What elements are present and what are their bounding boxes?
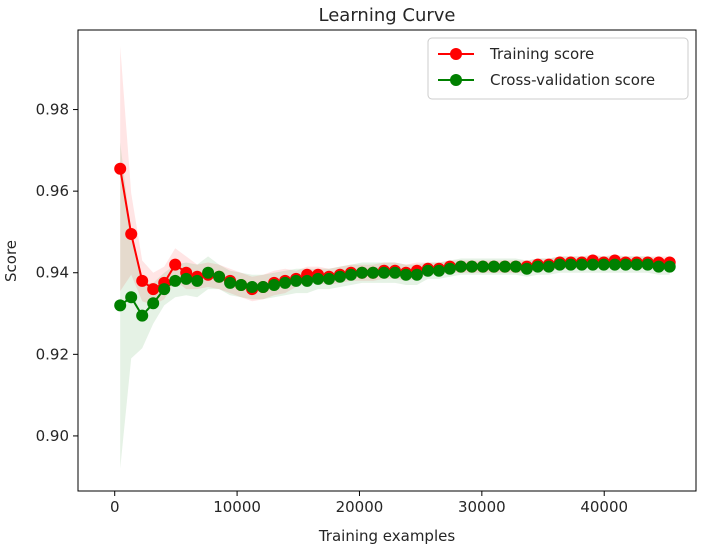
- cv-point: [312, 272, 324, 285]
- training-point: [169, 258, 182, 271]
- y-tick-label: 0.96: [36, 182, 69, 200]
- cv-point: [389, 266, 401, 279]
- y-tick-label: 0.98: [36, 101, 69, 119]
- cv-point: [476, 260, 489, 273]
- legend-cv-label: Cross-validation score: [490, 71, 655, 89]
- cv-point: [125, 291, 138, 304]
- x-tick-label: 30000: [458, 498, 506, 516]
- cv-point: [509, 260, 522, 273]
- cv-point: [520, 262, 533, 275]
- y-tick-label: 0.90: [36, 427, 69, 445]
- cv-point: [575, 258, 588, 271]
- cv-point: [246, 281, 259, 293]
- cv-point: [421, 264, 434, 277]
- cv-point: [608, 258, 621, 271]
- cv-point: [487, 260, 500, 273]
- cv-point: [114, 299, 127, 312]
- cv-point: [367, 266, 379, 279]
- cv-point: [465, 260, 478, 273]
- x-axis: 0 10000 20000 30000 40000: [110, 491, 628, 516]
- cv-point: [542, 260, 555, 273]
- cv-point: [180, 272, 193, 285]
- legend-training-marker: [450, 48, 462, 60]
- cv-point: [257, 281, 270, 293]
- cv-point: [564, 258, 577, 271]
- cv-point: [334, 270, 346, 283]
- cv-point: [235, 279, 248, 291]
- x-tick-label: 40000: [580, 498, 628, 516]
- cv-point: [454, 260, 467, 273]
- cv-point: [191, 274, 204, 287]
- y-tick-label: 0.94: [36, 264, 69, 282]
- cv-point: [586, 258, 599, 271]
- cv-point: [169, 274, 182, 287]
- x-tick-label: 20000: [336, 498, 384, 516]
- cv-point: [597, 258, 610, 271]
- x-tick-label: 10000: [213, 498, 261, 516]
- series-points: [114, 162, 676, 322]
- cv-point: [323, 272, 335, 285]
- training-point: [125, 228, 138, 240]
- y-tick-label: 0.92: [36, 345, 69, 363]
- y-axis-label: Score: [2, 240, 20, 282]
- cv-point: [147, 297, 160, 310]
- cv-point: [224, 276, 237, 289]
- series-lines: [119, 168, 670, 318]
- training-point: [136, 274, 149, 287]
- chart-title: Learning Curve: [319, 5, 456, 26]
- cv-point: [663, 260, 676, 273]
- x-axis-label: Training examples: [318, 527, 456, 545]
- plot-frame: [77, 29, 697, 492]
- cv-point: [619, 258, 632, 271]
- cv-point: [301, 274, 314, 287]
- cv-point: [630, 258, 643, 271]
- cv-point: [378, 266, 390, 279]
- cv-point: [432, 264, 445, 277]
- cv-point: [531, 260, 544, 273]
- cv-point: [345, 268, 357, 281]
- legend-training-label: Training score: [489, 45, 594, 63]
- legend: Training score Cross-validation score: [427, 37, 689, 100]
- cv-point: [410, 268, 423, 281]
- cv-point: [268, 279, 281, 291]
- training-point: [147, 283, 160, 296]
- cv-point: [290, 274, 303, 287]
- cv-point: [279, 276, 292, 289]
- cv-point: [213, 270, 226, 283]
- legend-box: [427, 37, 689, 100]
- cv-point: [498, 260, 511, 273]
- x-tick-label: 0: [110, 498, 120, 516]
- cv-band: [120, 142, 670, 469]
- cv-point: [400, 268, 412, 281]
- y-axis: 0.90 0.92 0.94 0.96 0.98: [36, 101, 78, 445]
- cv-point: [136, 309, 149, 322]
- confidence-bands: [120, 46, 670, 469]
- training-point: [114, 162, 127, 175]
- cv-point: [443, 262, 456, 275]
- cv-point: [356, 266, 368, 279]
- cv-point: [202, 266, 215, 279]
- legend-cv-marker: [450, 74, 462, 86]
- cv-point: [553, 258, 566, 271]
- cv-point: [652, 260, 665, 273]
- cv-point: [158, 283, 171, 296]
- cv-point: [641, 258, 654, 271]
